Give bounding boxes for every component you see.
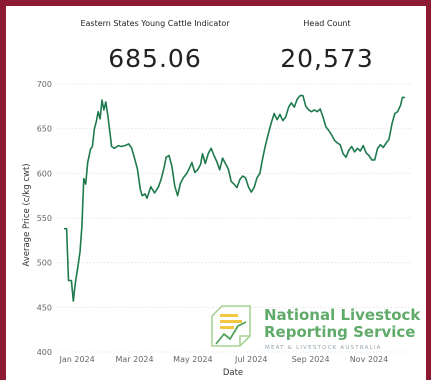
y-tick-label: 600 — [37, 169, 52, 178]
y-tick-label: 700 — [37, 80, 52, 89]
indicator-label: Eastern States Young Cattle Indicator — [80, 19, 230, 28]
y-tick-label: 650 — [37, 125, 52, 134]
x-tick-label: Sep 2024 — [292, 355, 330, 364]
x-tick-label: Jan 2024 — [59, 355, 95, 364]
x-tick-label: Jul 2024 — [234, 355, 268, 364]
y-tick-label: 550 — [37, 214, 52, 223]
price-series-line — [63, 94, 406, 302]
x-tick-label: May 2024 — [173, 355, 212, 364]
y-tick-label: 500 — [37, 259, 52, 268]
nlrs-logo: National Livestock Reporting Service MEA… — [211, 305, 421, 351]
x-tick-label: Mar 2024 — [116, 355, 154, 364]
y-axis-ticks: 400 450 500 550 600 650 700 — [37, 80, 52, 357]
y-tick-label: 400 — [37, 348, 52, 357]
logo-mark-icon — [211, 305, 251, 347]
x-axis-title: Date — [223, 368, 243, 378]
indicator-value: 685.06 — [108, 44, 201, 73]
y-axis-title: Average Price (c/kg cwt) — [22, 163, 32, 266]
head-count-value: 20,573 — [280, 44, 373, 73]
logo-line2: Reporting Service — [264, 323, 415, 341]
grid-lines — [58, 83, 412, 353]
x-tick-label: Nov 2024 — [350, 355, 389, 364]
y-tick-label: 450 — [37, 303, 52, 312]
x-axis-ticks: Jan 2024 Mar 2024 May 2024 Jul 2024 Sep 2024… — [59, 355, 389, 364]
head-count-label: Head Count — [303, 19, 350, 28]
logo-line1: National Livestock — [264, 306, 421, 324]
logo-tagline: MEAT & LIVESTOCK AUSTRALIA — [265, 345, 382, 351]
